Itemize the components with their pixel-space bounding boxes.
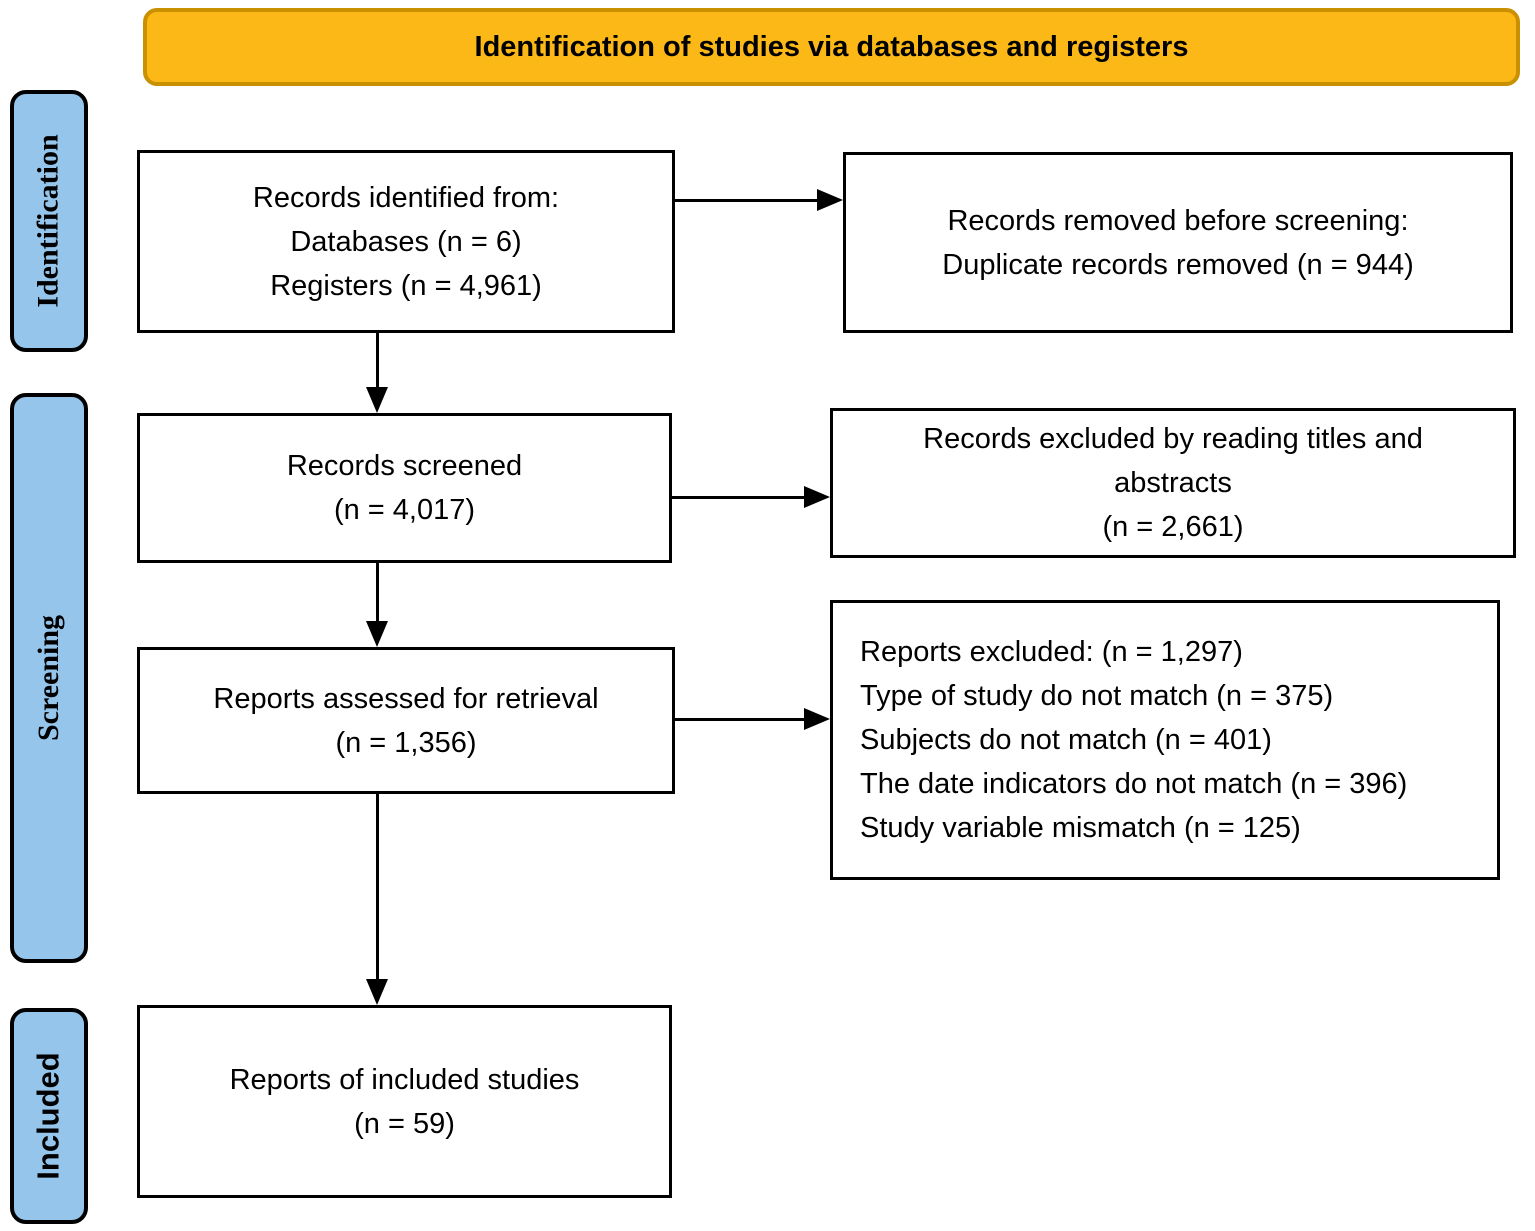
box-line: abstracts [1114,467,1232,499]
stage-label-text: Identification [32,134,65,308]
box-line: Type of study do not match (n = 375) [860,680,1334,712]
arrow-shaft [375,794,379,983]
arrow-down-icon [366,333,388,413]
arrow-head [817,189,843,211]
box-line: Records screened [286,450,523,482]
stage-label-text: Included [31,1052,67,1180]
box-line: Subjects do not match (n = 401) [860,724,1272,756]
arrow-head [366,621,388,647]
stage-label-identification: Identification [10,90,88,352]
stage-label-screening: Screening [10,393,88,963]
box-line: (n = 1,356) [335,726,477,759]
arrow-shaft [675,717,808,721]
box-line: Duplicate records removed (n = 944) [942,248,1414,281]
arrow-shaft [375,563,379,625]
box-records-screened: Records screened (n = 4,017) [137,413,672,563]
box-line: Databases (n = 6) [290,225,522,258]
arrow-shaft [672,495,808,499]
box-reports-excluded: Reports excluded: (n = 1,297) Type of st… [830,600,1500,880]
stage-label-text: Screening [32,614,66,742]
box-reports-included: Reports of included studies (n = 59) [137,1005,672,1198]
box-reports-assessed: Reports assessed for retrieval (n = 1,35… [137,647,675,794]
arrow-down-icon [366,794,388,1005]
diagram-title-banner: Identification of studies via databases … [143,8,1520,86]
stage-label-included: Included [10,1008,88,1224]
arrow-shaft [675,198,821,202]
box-line: Records identified from: [252,181,560,214]
box-line: Reports of included studies [229,1063,580,1096]
box-line: Reports excluded: (n = 1,297) [860,636,1243,668]
arrow-shaft [375,333,379,391]
box-line: The date indicators do not match (n = 39… [860,768,1408,800]
box-line: Reports assessed for retrieval [213,682,599,715]
arrow-down-icon [366,563,388,647]
arrow-right-icon [675,189,843,211]
diagram-title: Identification of studies via databases … [474,30,1189,63]
box-line: Study variable mismatch (n = 125) [860,812,1301,844]
arrow-right-icon [672,486,830,508]
arrow-right-icon [675,708,830,730]
box-line: (n = 59) [354,1107,455,1140]
box-line: Records removed before screening: [947,204,1409,237]
box-line: (n = 2,661) [1102,511,1244,543]
box-line: Records excluded by reading titles and [923,423,1423,455]
arrow-head [366,979,388,1005]
arrow-head [804,486,830,508]
arrow-head [366,387,388,413]
box-records-removed: Records removed before screening: Duplic… [843,152,1513,333]
box-records-excluded: Records excluded by reading titles and a… [830,408,1516,558]
box-records-identified: Records identified from: Databases (n = … [137,150,675,333]
arrow-head [804,708,830,730]
box-line: (n = 4,017) [333,494,476,526]
box-line: Registers (n = 4,961) [270,269,542,302]
